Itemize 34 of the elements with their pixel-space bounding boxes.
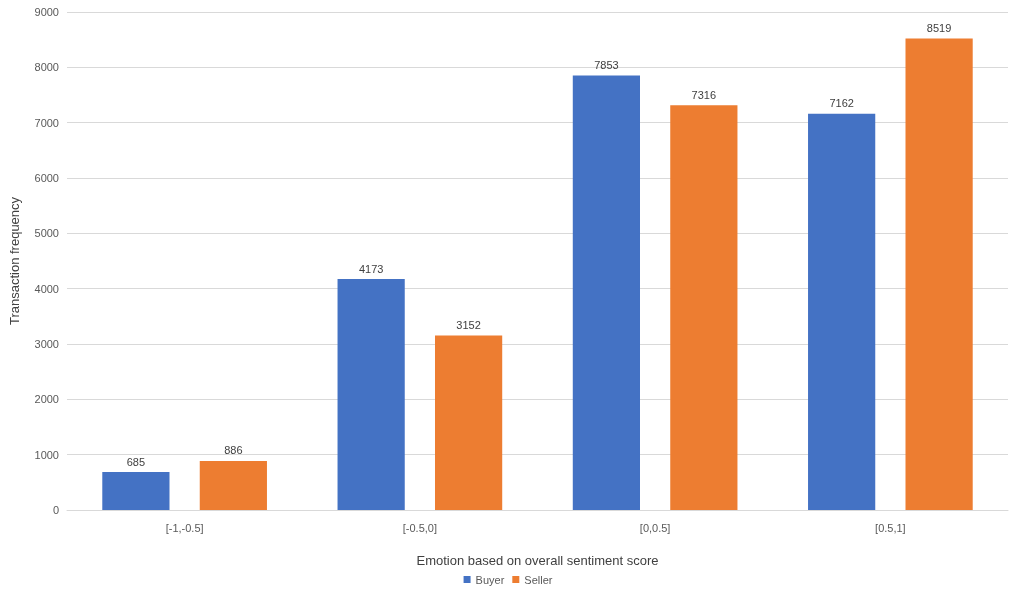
- bar: [199, 460, 267, 510]
- bar: [808, 113, 876, 510]
- bar: [905, 38, 973, 510]
- x-tick-label: [-0.5,0]: [402, 521, 437, 534]
- x-tick-label: [0,0.5]: [639, 521, 671, 534]
- data-label: 886: [224, 444, 243, 457]
- x-tick-label: [-1,-0.5]: [165, 521, 204, 534]
- bar: [102, 472, 170, 510]
- data-label: 685: [126, 455, 146, 468]
- y-tick-label: 0: [52, 504, 59, 516]
- data-label: 3152: [456, 319, 481, 332]
- y-tick-label: 5000: [34, 227, 59, 240]
- y-tick-label: 4000: [34, 282, 59, 295]
- data-label: 7316: [691, 88, 717, 101]
- y-tick-label: 2000: [34, 393, 59, 406]
- bar: [435, 335, 503, 510]
- bar: [337, 279, 405, 510]
- y-tick-label: 6000: [34, 172, 59, 184]
- legend-label: Seller: [524, 573, 553, 586]
- bar: [670, 105, 738, 510]
- y-tick-label: 3000: [34, 338, 59, 350]
- data-label: 7853: [594, 58, 619, 71]
- y-tick-label: 9000: [34, 6, 59, 18]
- data-label: 7162: [829, 97, 854, 110]
- y-tick-label: 7000: [34, 116, 59, 129]
- legend-label: Buyer: [475, 573, 505, 586]
- data-label: 8519: [926, 22, 952, 35]
- y-tick-label: 8000: [34, 61, 59, 74]
- bar: [572, 75, 640, 510]
- y-tick-label: 1000: [34, 448, 59, 461]
- y-axis-title: Transaction frequency: [7, 196, 22, 326]
- data-label: 4173: [358, 262, 384, 275]
- x-axis-title: Emotion based on overall sentiment score: [416, 553, 659, 568]
- x-tick-label: [0.5,1]: [875, 521, 906, 534]
